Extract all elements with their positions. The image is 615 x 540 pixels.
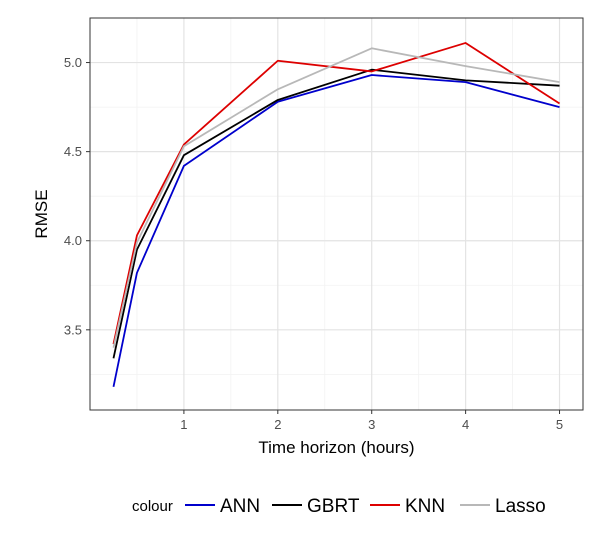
x-tick-label: 2 <box>274 417 281 432</box>
y-axis-title: RMSE <box>32 189 51 238</box>
legend-label-knn: KNN <box>405 496 445 517</box>
legend: colour ANN GBRT KNN Lasso <box>132 496 546 517</box>
y-axis: 3.5 4.0 4.5 5.0 <box>64 55 90 337</box>
x-axis: 1 2 3 4 5 <box>180 410 563 432</box>
y-tick-label: 3.5 <box>64 322 82 337</box>
minor-grid <box>90 18 583 410</box>
series-line-ann <box>112 74 560 388</box>
x-tick-label: 1 <box>180 417 187 432</box>
y-tick-label: 5.0 <box>64 55 82 70</box>
x-tick-label: 3 <box>368 417 375 432</box>
panel-border <box>89 17 584 411</box>
series-line-knn <box>112 42 561 345</box>
series-line-lasso <box>112 47 560 348</box>
x-axis-title: Time horizon (hours) <box>258 438 414 457</box>
series-line-gbrt <box>112 68 560 359</box>
series-layer <box>112 42 561 388</box>
legend-title: colour <box>132 498 173 515</box>
x-tick-label: 4 <box>462 417 469 432</box>
legend-label-lasso: Lasso <box>495 496 546 517</box>
x-tick-label: 5 <box>556 417 563 432</box>
y-tick-label: 4.0 <box>64 233 82 248</box>
legend-label-ann: ANN <box>220 496 260 517</box>
major-grid <box>90 18 583 410</box>
y-tick-label: 4.5 <box>64 144 82 159</box>
legend-label-gbrt: GBRT <box>307 496 360 517</box>
